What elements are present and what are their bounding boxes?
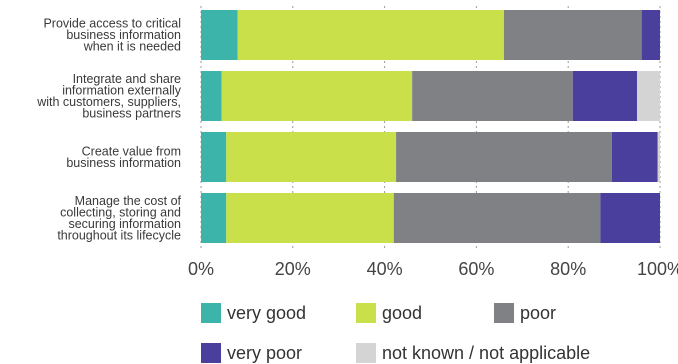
x-tick-label: 100% — [637, 259, 678, 279]
category-label: business information — [66, 28, 181, 42]
bar-segment-poor — [412, 71, 573, 121]
legend-swatch — [201, 303, 221, 323]
category-label: with customers, suppliers, — [36, 95, 181, 109]
legend-label: poor — [520, 303, 556, 323]
bar-segment-not-known-not-applicable — [657, 132, 660, 182]
category-label: Provide access to critical — [43, 17, 181, 31]
bar-segment-very-poor — [600, 193, 660, 243]
bar-segment-good — [226, 193, 394, 243]
category-label: securing information — [68, 217, 181, 231]
bar-segment-very-poor — [611, 132, 658, 182]
legend-label: not known / not applicable — [382, 343, 590, 363]
x-tick-label: 60% — [458, 259, 494, 279]
bar-segment-good — [226, 132, 397, 182]
legend-swatch — [356, 303, 376, 323]
legend-swatch — [494, 303, 514, 323]
bar-segment-good — [221, 71, 413, 121]
category-label: information externally — [62, 83, 182, 97]
legend-label: very poor — [227, 343, 302, 363]
bar-segment-very-good — [201, 71, 222, 121]
x-tick-label: 20% — [275, 259, 311, 279]
bars-layer — [201, 10, 660, 243]
legend-swatch — [356, 343, 376, 363]
bar-segment-very-good — [201, 10, 238, 60]
bar-segment-very-good — [201, 132, 227, 182]
x-tick-label: 0% — [188, 259, 214, 279]
x-tick-label: 40% — [367, 259, 403, 279]
legend-label: good — [382, 303, 422, 323]
bar-segment-good — [237, 10, 504, 60]
category-label: Manage the cost of — [75, 194, 182, 208]
category-label: collecting, storing and — [60, 205, 181, 219]
legend-label: very good — [227, 303, 306, 323]
category-label: business information — [66, 156, 181, 170]
category-label: when it is needed — [83, 40, 181, 54]
legend-swatch — [201, 343, 221, 363]
x-tick-label: 80% — [550, 259, 586, 279]
category-label: business partners — [82, 106, 181, 120]
category-label: Integrate and share — [73, 72, 181, 86]
bar-segment-poor — [503, 10, 642, 60]
bar-segment-very-poor — [641, 10, 660, 60]
bar-segment-poor — [396, 132, 612, 182]
bar-segment-not-known-not-applicable — [637, 71, 660, 121]
bar-segment-very-good — [201, 193, 227, 243]
category-label: throughout its lifecycle — [57, 228, 181, 242]
bar-segment-poor — [393, 193, 601, 243]
bar-segment-very-poor — [572, 71, 638, 121]
legend: very good good poor very poor not known / no… — [201, 303, 590, 363]
x-axis-ticks: 0% 20% 40% 60% 80% 100% — [188, 259, 678, 279]
category-label: Create value from — [82, 144, 181, 158]
